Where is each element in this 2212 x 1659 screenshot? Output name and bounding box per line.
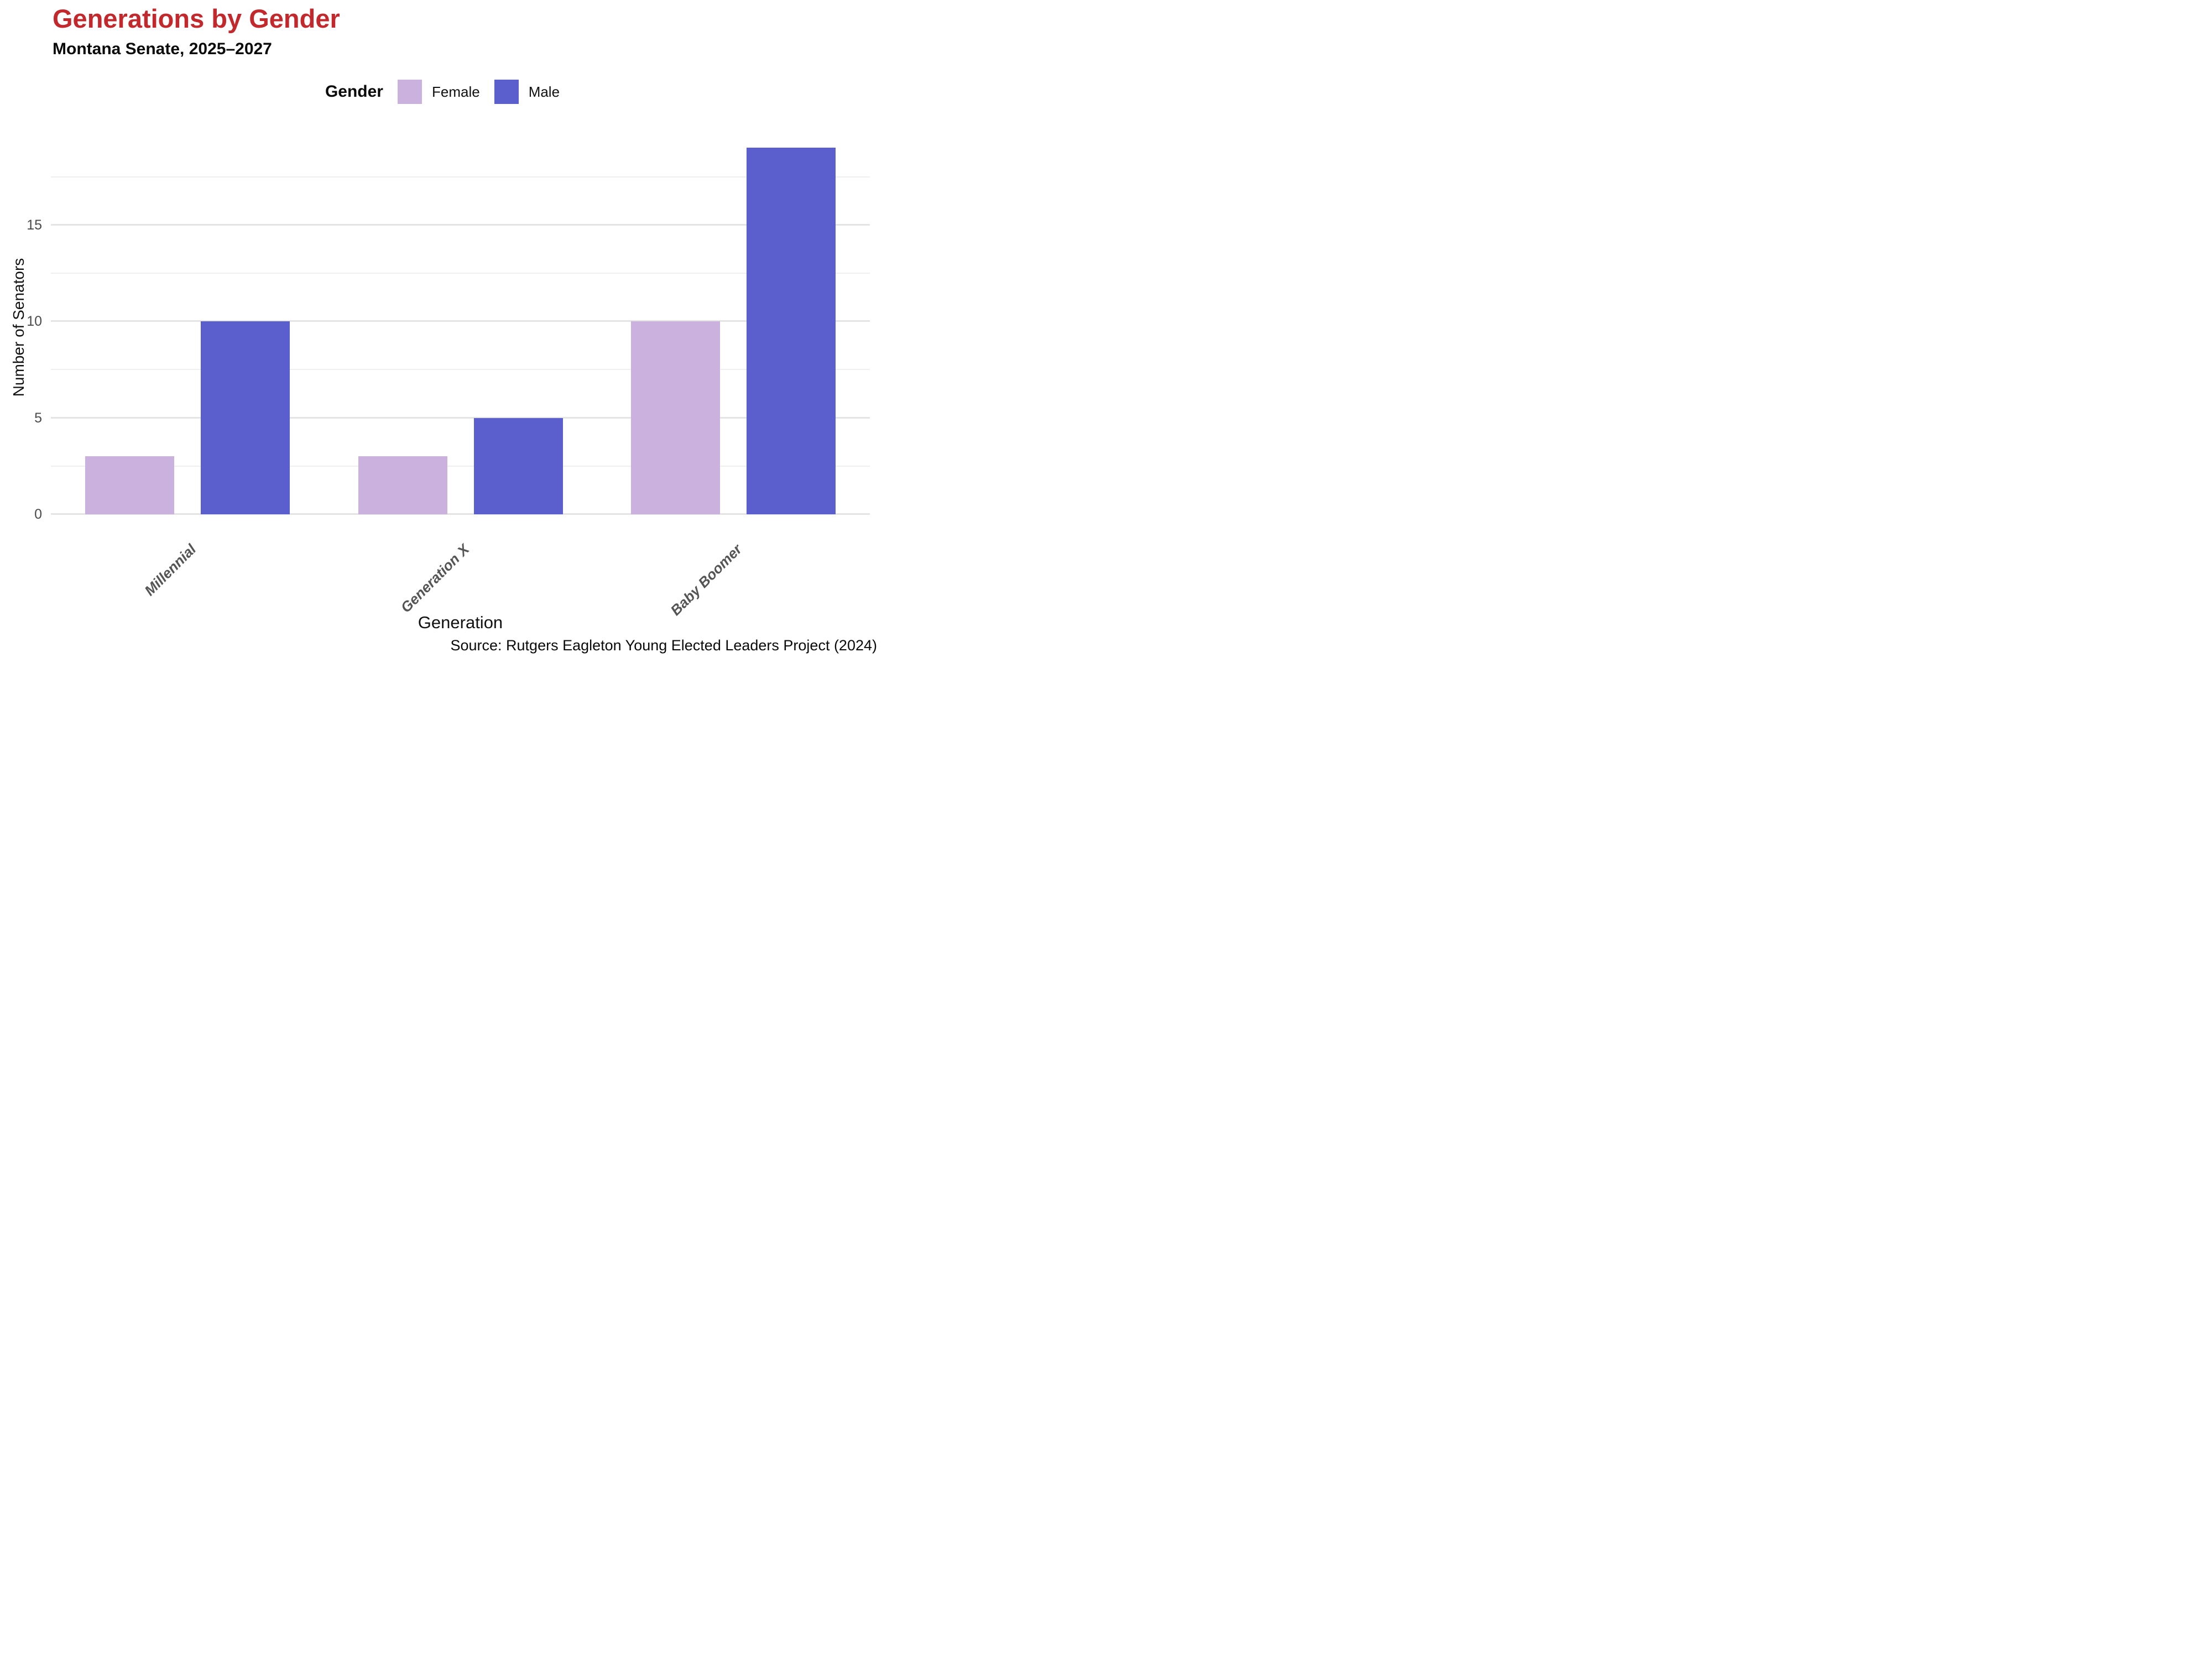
major-gridline xyxy=(51,513,870,515)
minor-gridline xyxy=(51,273,870,274)
legend-item-male: Male xyxy=(494,80,560,104)
bar-millennial-female xyxy=(85,456,174,514)
major-gridline xyxy=(51,223,870,226)
bar-generation-x-female xyxy=(358,456,447,514)
plot-panel xyxy=(51,138,870,515)
y-axis-ticks: 0 5 10 15 xyxy=(0,138,42,522)
legend-swatch-female xyxy=(397,80,422,104)
y-tick-label: 10 xyxy=(27,314,42,330)
legend-title: Gender xyxy=(325,82,383,101)
x-axis-title: Generation xyxy=(418,613,503,632)
major-gridline xyxy=(51,416,870,419)
major-gridline xyxy=(51,320,870,322)
x-category-label-generation-x: Generation X xyxy=(397,541,472,616)
x-category-label-millennial: Millennial xyxy=(141,541,200,599)
x-category-label-baby-boomer: Baby Boomer xyxy=(667,541,745,619)
legend-swatch-male xyxy=(494,80,519,104)
y-tick-label: 5 xyxy=(34,410,42,426)
bar-baby-boomer-female xyxy=(631,321,721,514)
chart-title: Generations by Gender xyxy=(53,4,340,33)
bar-generation-x-male xyxy=(473,418,563,514)
legend-label: Male xyxy=(528,83,560,100)
minor-gridline xyxy=(51,176,870,178)
bar-baby-boomer-male xyxy=(747,148,836,514)
bar-millennial-male xyxy=(200,321,290,514)
chart-subtitle: Montana Senate, 2025–2027 xyxy=(53,40,272,58)
minor-gridline xyxy=(51,369,870,371)
chart-figure: Generations by Gender Montana Senate, 20… xyxy=(0,0,885,664)
legend: Gender Female Male xyxy=(0,76,885,107)
y-tick-label: 15 xyxy=(27,217,42,233)
legend-label: Female xyxy=(431,83,480,100)
minor-gridline xyxy=(51,465,870,467)
y-tick-label: 0 xyxy=(34,507,42,522)
source-note: Source: Rutgers Eagleton Young Elected L… xyxy=(450,637,877,654)
legend-item-female: Female xyxy=(397,80,480,104)
